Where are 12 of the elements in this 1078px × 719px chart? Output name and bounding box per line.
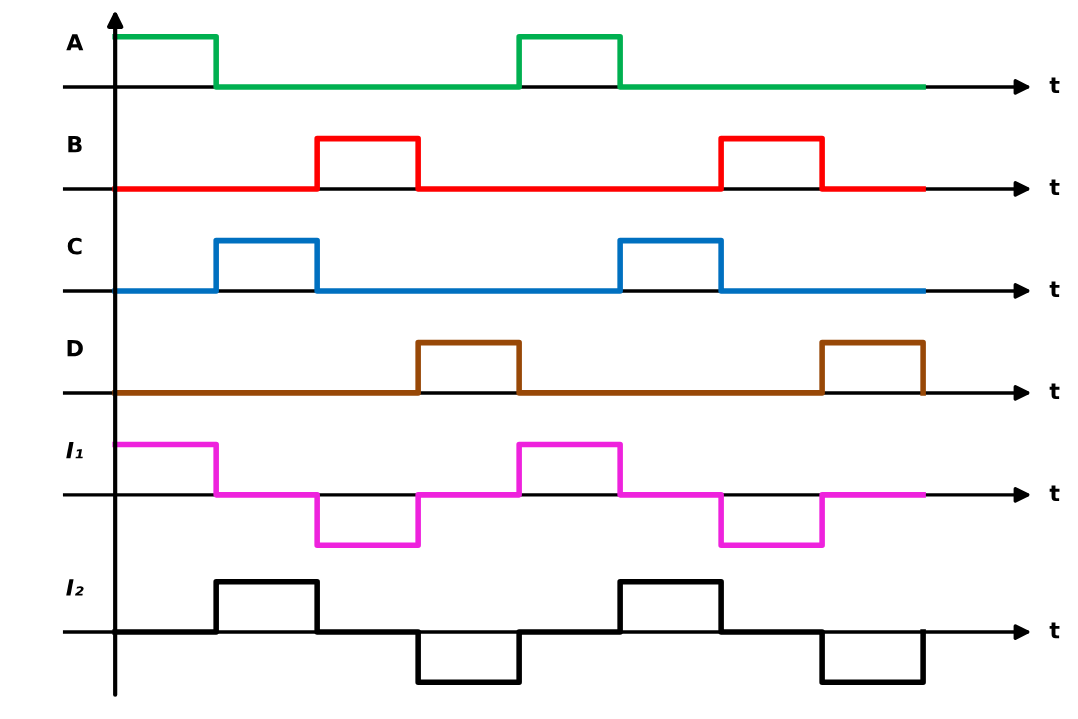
x-axis-title: t bbox=[1049, 622, 1060, 639]
y-axis-title: I₁ bbox=[66, 442, 83, 459]
y-axis-title: D bbox=[67, 340, 83, 357]
x-axis-title: t bbox=[1049, 77, 1060, 94]
x-axis-title: t bbox=[1049, 179, 1060, 196]
y-axis-title: C bbox=[67, 237, 82, 255]
y-axis-title: I₂ bbox=[66, 579, 84, 596]
x-axis-title: t bbox=[1049, 383, 1060, 400]
y-axis-title: B bbox=[68, 136, 82, 153]
y-axis-title: A bbox=[66, 34, 84, 51]
x-axis-title: t bbox=[1049, 485, 1060, 502]
x-axis-title: t bbox=[1049, 281, 1060, 298]
